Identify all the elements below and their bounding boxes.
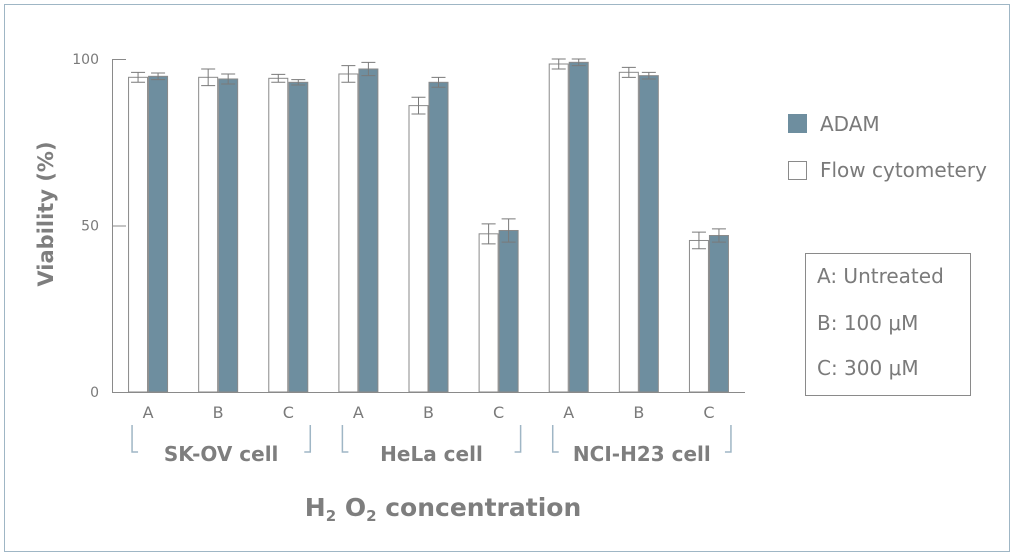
y-tick-label: 50 [81,219,99,235]
error-bar [221,73,236,85]
error-bar [431,76,446,88]
error-bar [621,66,636,78]
error-bar [411,96,426,115]
x-tick-label: A [353,403,364,422]
bar-adam [568,61,589,393]
legend-swatch-adam [788,114,807,133]
group-labels: SK-OV cell HeLa cell NCI-H23 cell [131,425,732,466]
x-axis-title: H2 O2 concentration [305,493,582,525]
bar-adam [148,75,169,393]
error-bar [481,223,496,245]
group-label: NCI-H23 cell [573,442,711,466]
error-bar [501,218,516,243]
error-bar [151,72,166,81]
x-tick-label: B [213,403,224,422]
error-bar [641,71,656,80]
bar-flow-cytometery [408,105,429,393]
legend-label-flow: Flow cytometery [820,158,987,182]
bar-adam [498,229,519,393]
error-bar [711,228,726,243]
bar-flow-cytometery [198,76,219,393]
x-tick-label: A [563,403,574,422]
bar-adam [218,78,239,393]
legend-swatch-flow [788,161,807,180]
group-label: HeLa cell [380,442,483,466]
bar-flow-cytometery [268,77,289,393]
legend: ADAM Flow cytometery [788,112,987,182]
y-tick-label: 0 [90,385,99,401]
x-tick-label: C [703,403,714,422]
group-label: SK-OV cell [164,442,279,466]
x-tick-label: B [633,403,644,422]
bar-adam [288,81,309,393]
error-bar [271,73,286,83]
error-bar [201,68,216,87]
y-axis-label: Viability (%) [34,141,58,286]
key-box-border [805,253,971,396]
condition-key-box: A: Untreated B: 100 μM C: 300 μM [805,253,971,396]
x-title-mid: O [336,493,366,522]
chart-frame [4,4,1010,552]
key-item-b: B: 100 μM [817,311,918,335]
group-bracket [131,425,312,453]
error-bars [131,58,726,250]
x-title-suffix: concentration [377,493,582,522]
error-bar [291,79,306,86]
bar-adam [708,234,729,393]
bar-flow-cytometery [478,233,499,393]
key-item-c: C: 300 μM [817,356,919,380]
bar-flow-cytometery [338,73,359,393]
group-bracket [551,425,732,453]
error-bar [341,65,356,83]
x-tick-label: B [423,403,434,422]
group-bracket [341,425,522,453]
bar-adam [638,75,659,393]
x-tick-label: A [143,403,154,422]
bar-flow-cytometery [128,76,149,393]
error-bar [361,61,376,77]
error-bar [691,231,706,250]
bar-adam [428,81,449,393]
error-bar [131,71,146,83]
error-bar [551,58,566,70]
x-title-sub2: 2 [366,507,376,525]
error-bar [571,58,586,67]
bar-flow-cytometery [688,239,709,393]
bar-flow-cytometery [618,71,639,393]
bar-adam [358,68,379,393]
y-tick-label: 100 [72,52,99,68]
bar-flow-cytometery [548,63,569,393]
x-title-sub1: 2 [326,507,336,525]
x-tick-label: C [283,403,294,422]
x-title-prefix: H [305,493,326,522]
legend-label-adam: ADAM [820,112,880,136]
key-item-a: A: Untreated [817,264,944,288]
bars [128,61,729,393]
x-tick-label: C [493,403,504,422]
